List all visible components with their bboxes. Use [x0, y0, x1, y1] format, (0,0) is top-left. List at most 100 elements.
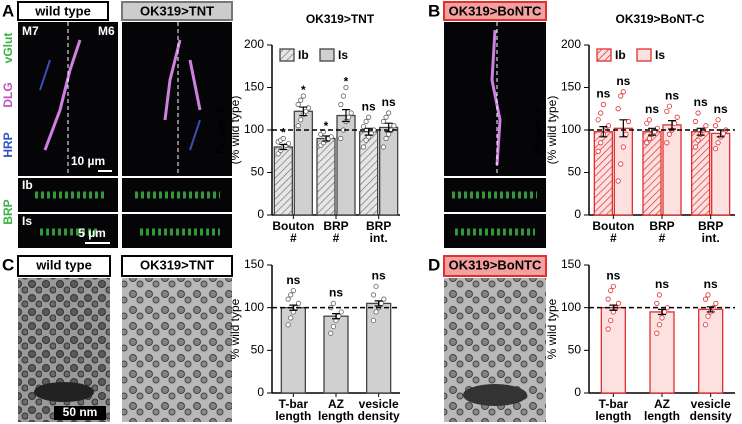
data-point — [595, 117, 601, 123]
bar — [379, 126, 399, 216]
data-point — [608, 317, 614, 324]
condition-label: OK319>BoNTC — [449, 257, 542, 272]
data-point — [290, 287, 296, 294]
label-box — [443, 255, 547, 277]
data-point — [366, 114, 372, 120]
significance-label: ns — [606, 269, 620, 283]
y-tick-label: 50 — [568, 165, 582, 179]
bar — [359, 131, 379, 216]
data-point — [328, 330, 334, 336]
x-tick-label: # — [333, 231, 340, 245]
data-point — [280, 135, 286, 142]
y-tick-label: 0 — [574, 385, 581, 399]
data-point — [391, 123, 397, 129]
data-point — [345, 114, 352, 120]
data-point — [328, 134, 334, 140]
significance-label: ns — [362, 99, 376, 113]
data-point — [598, 140, 604, 146]
nerve-terminal — [490, 29, 502, 166]
data-point — [661, 309, 668, 315]
error-bar — [648, 127, 656, 136]
y-axis-label: (% wild type) — [228, 96, 242, 165]
data-point — [654, 330, 660, 336]
x-tick-label: length — [595, 409, 631, 423]
data-point — [605, 326, 611, 332]
data-point — [600, 101, 606, 108]
data-point — [285, 141, 292, 147]
t-bar — [463, 384, 527, 406]
chart-title: OK319>TNT — [306, 12, 375, 26]
data-point — [695, 110, 701, 116]
data-point — [712, 123, 719, 129]
significance-label: ns — [616, 74, 630, 88]
y-tick-label: 150 — [561, 257, 581, 271]
data-point — [705, 313, 711, 319]
data-point — [664, 108, 670, 114]
bar — [691, 131, 711, 216]
error-bar — [279, 143, 288, 151]
significance-label: * — [301, 83, 306, 97]
error-bar — [619, 119, 628, 138]
label-box — [121, 1, 233, 21]
x-tick-label: length — [318, 409, 354, 423]
x-tick-label: # — [290, 231, 297, 245]
error-bar — [374, 300, 383, 307]
data-point — [620, 89, 626, 95]
data-point — [300, 93, 306, 99]
x-tick-label: vesicle — [359, 397, 399, 411]
data-point — [295, 101, 301, 108]
strip-label: Is — [22, 214, 32, 228]
brp-puncta — [452, 191, 537, 236]
data-point — [702, 296, 709, 302]
data-point — [615, 300, 622, 306]
x-tick-label: AZ — [654, 397, 670, 411]
error-bar — [342, 109, 350, 123]
stain-label: BRP — [1, 199, 15, 224]
x-tick-label: BRP — [323, 219, 348, 233]
legend-label: Is — [655, 48, 665, 62]
data-point — [703, 123, 709, 129]
data-point — [618, 93, 624, 99]
data-point — [340, 93, 346, 99]
data-point — [666, 131, 673, 137]
stain-label: vGlut — [1, 33, 15, 64]
y-tick-label: 0 — [574, 207, 581, 221]
x-tick-label: length — [644, 409, 680, 423]
x-tick-label: # — [610, 231, 617, 245]
data-point — [378, 300, 384, 306]
significance-label: ns — [596, 87, 610, 101]
bar — [316, 137, 336, 216]
condition-label: wild type — [35, 257, 92, 272]
x-tick-label: T-bar — [279, 397, 309, 411]
y-tick-label: 100 — [244, 122, 264, 136]
bar — [593, 131, 613, 216]
data-point — [671, 120, 678, 126]
x-tick-label: # — [659, 231, 666, 245]
x-tick-label: density — [358, 409, 400, 423]
bar — [273, 146, 293, 216]
legend-swatch — [279, 48, 295, 62]
y-tick-label: 100 — [561, 300, 581, 314]
data-point — [343, 84, 349, 91]
y-tick-label: 150 — [244, 257, 264, 271]
condition-label: OK319>TNT — [140, 257, 214, 272]
axon — [39, 59, 201, 151]
y-tick-label: 100 — [244, 300, 264, 314]
scalebar-label: 10 µm — [71, 154, 105, 168]
data-point — [380, 144, 387, 150]
y-tick-label: 50 — [251, 343, 265, 357]
legend-label: Ib — [615, 48, 626, 62]
error-bar — [322, 135, 330, 142]
x-tick-label: density — [690, 409, 732, 423]
data-point — [373, 283, 379, 289]
data-point — [288, 292, 294, 298]
data-point — [664, 140, 670, 146]
muscle-label: M6 — [98, 24, 115, 38]
chart-title: OK319>BoNT-C — [615, 12, 704, 26]
data-point — [330, 300, 336, 306]
label-box — [17, 1, 109, 21]
data-point — [338, 309, 344, 315]
data-point — [598, 110, 604, 116]
brp-image — [444, 214, 546, 248]
x-tick-label: BRP — [649, 219, 674, 233]
